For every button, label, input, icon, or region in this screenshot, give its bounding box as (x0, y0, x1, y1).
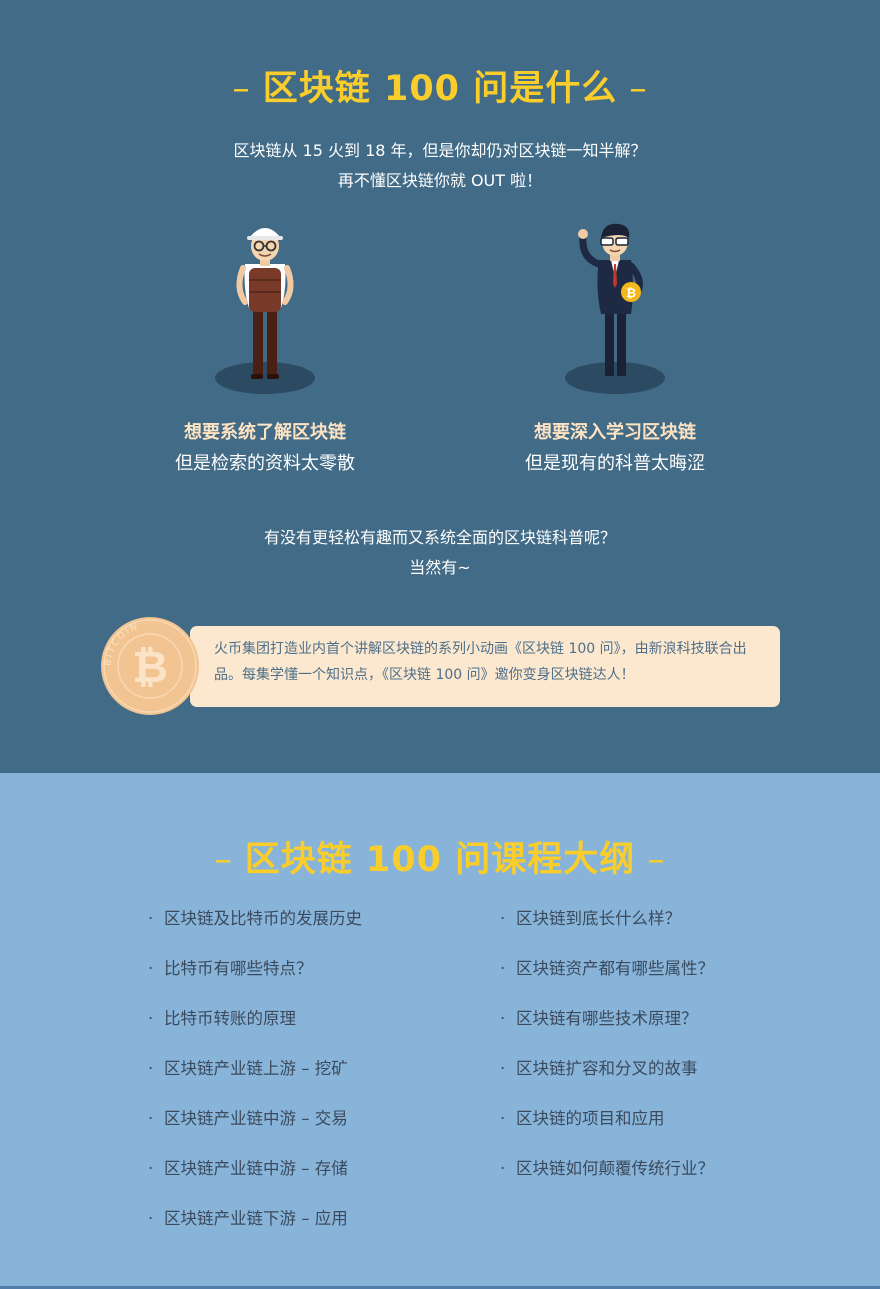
persona-headline: 想要系统了解区块链 (184, 422, 346, 443)
worker-character-icon (215, 228, 315, 394)
outline-item: · 区块链资产都有哪些属性？ (500, 959, 714, 978)
outline-item: · 区块链产业链上游 – 挖矿 (148, 1059, 348, 1078)
title-dash-right: – (647, 840, 666, 880)
lead-line-1: 区块链从 15 火到 18 年，但是你却仍对区块链一知半解？ (233, 141, 647, 160)
svg-text:₿: ₿ (132, 642, 168, 693)
businessman-character-icon: ₿ (565, 223, 665, 394)
title-dash-left: – (214, 840, 233, 880)
outline-item: · 比特币转账的原理 (148, 1009, 296, 1028)
title-dash-left: – (232, 69, 251, 109)
persona-subline: 但是现有的科普太晦涩 (525, 453, 705, 474)
persona-subline: 但是检索的资料太零散 (175, 453, 355, 474)
section-title-outline: – 区块链 100 问课程大纲 – (0, 831, 880, 882)
title-dash-right: – (629, 69, 648, 109)
persona-card-1: 想要系统了解区块链 但是检索的资料太零散 (115, 418, 415, 480)
section-title-text: 区块链 100 问是什么 (262, 69, 618, 109)
persona-card-2: 想要深入学习区块链 但是现有的科普太晦涩 (465, 418, 765, 480)
outline-list-left: · 区块链及比特币的发展历史 · 比特币有哪些特点？ · 比特币转账的原理 · 区块链产… (148, 905, 362, 1255)
persona-headline: 想要深入学习区块链 (534, 422, 696, 443)
outline-item: · 区块链到底长什么样？ (500, 909, 681, 928)
intro-section: – 区块链 100 问是什么 – 区块链从 15 火到 18 年，但是你却仍对区块链… (0, 0, 880, 773)
outline-item: · 区块链及比特币的发展历史 (148, 909, 362, 928)
outline-item: · 区块链有哪些技术原理？ (500, 1009, 698, 1028)
bitcoin-coin-icon: BITCOIN ₿ (101, 617, 199, 715)
outline-item: · 区块链产业链中游 – 存储 (148, 1159, 348, 1178)
outline-item: · 区块链产业链中游 – 交易 (148, 1109, 348, 1128)
section-title-text: 区块链 100 问课程大纲 (244, 840, 636, 880)
outline-section (0, 773, 880, 1289)
question-line-1: 有没有更轻松有趣而又系统全面的区块链科普呢？ (263, 528, 616, 547)
outline-item: · 比特币有哪些特点？ (148, 959, 313, 978)
intro-text: 火币集团打造业内首个讲解区块链的系列小动画《区块链 100 问》，由新浪科技联合… (214, 641, 747, 683)
lead-text: 区块链从 15 火到 18 年，但是你却仍对区块链一知半解？ 再不懂区块链你就 … (0, 136, 880, 196)
question-text: 有没有更轻松有趣而又系统全面的区块链科普呢？ 当然有~ (0, 523, 880, 583)
outline-item: · 区块链的项目和应用 (500, 1109, 665, 1128)
outline-item: · 区块链扩容和分叉的故事 (500, 1059, 698, 1078)
svg-text:₿: ₿ (626, 286, 636, 300)
outline-item: · 区块链产业链下游 – 应用 (148, 1209, 348, 1228)
outline-list-right: · 区块链到底长什么样？ · 区块链资产都有哪些属性？ · 区块链有哪些技术原理？ ·… (500, 905, 714, 1205)
outline-item: · 区块链如何颠覆传统行业？ (500, 1159, 714, 1178)
lead-line-2: 再不懂区块链你就 OUT 啦！ (337, 171, 543, 190)
section-title-intro: – 区块链 100 问是什么 – (0, 60, 880, 111)
question-line-2: 当然有~ (409, 558, 471, 577)
bottom-border (0, 1286, 880, 1289)
intro-card: 火币集团打造业内首个讲解区块链的系列小动画《区块链 100 问》，由新浪科技联合… (190, 626, 780, 707)
